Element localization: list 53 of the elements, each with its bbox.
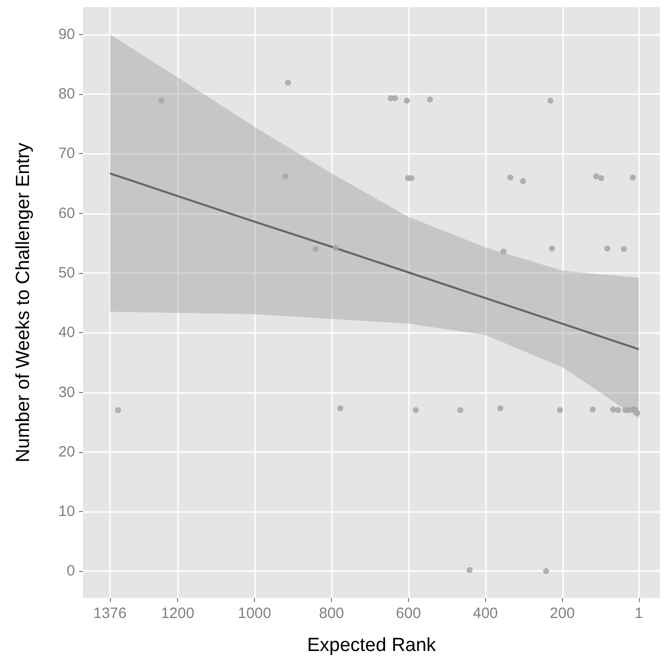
y-tick-label: 10 xyxy=(58,503,75,520)
y-tick-label: 20 xyxy=(58,443,75,460)
point xyxy=(590,406,596,413)
point xyxy=(457,407,464,414)
y-tick-label: 50 xyxy=(58,264,75,282)
point xyxy=(520,178,526,184)
x-tick-label: 1 xyxy=(634,605,644,622)
point xyxy=(615,407,622,414)
x-tick-label: 200 xyxy=(550,605,575,622)
x-tick-label: 800 xyxy=(318,605,344,622)
point xyxy=(282,173,288,180)
point xyxy=(115,407,122,414)
point xyxy=(634,410,640,416)
x-axis-title: Expected Rank xyxy=(307,635,436,656)
point xyxy=(392,95,398,102)
line-series xyxy=(108,172,640,350)
point xyxy=(312,246,319,252)
point xyxy=(543,568,550,574)
y-tick-label: 70 xyxy=(58,145,75,162)
point xyxy=(507,174,514,181)
point xyxy=(598,175,604,182)
point xyxy=(500,248,506,255)
point xyxy=(497,405,504,412)
point xyxy=(285,80,292,86)
point xyxy=(404,98,410,104)
x-tick-label: 600 xyxy=(396,605,421,622)
y-tick-label: 30 xyxy=(58,384,75,401)
point xyxy=(625,407,632,414)
point xyxy=(412,407,419,414)
x-tick-label: 1000 xyxy=(238,605,272,622)
point xyxy=(408,175,415,182)
point xyxy=(630,174,636,181)
y-tick-label: 80 xyxy=(58,86,75,103)
point xyxy=(548,246,555,252)
y-tick-label: 90 xyxy=(58,26,75,43)
x-tick-label: 1376 xyxy=(93,605,127,622)
y-tick-label: 40 xyxy=(58,324,75,342)
point xyxy=(466,566,473,573)
point xyxy=(426,96,433,102)
point xyxy=(593,173,600,180)
point xyxy=(158,98,164,104)
x-tick-label: 1200 xyxy=(160,605,194,622)
y-tick-label: 0 xyxy=(66,562,75,580)
x-tick-label: 400 xyxy=(472,605,498,622)
point xyxy=(332,244,339,251)
y-tick-label: 60 xyxy=(58,204,75,222)
point xyxy=(610,406,616,413)
point xyxy=(556,407,563,414)
point xyxy=(620,246,627,252)
point xyxy=(337,405,344,412)
point xyxy=(547,98,554,104)
point xyxy=(604,246,610,252)
y-axis-title: Number of Weeks to Challenger Entry xyxy=(13,142,34,462)
